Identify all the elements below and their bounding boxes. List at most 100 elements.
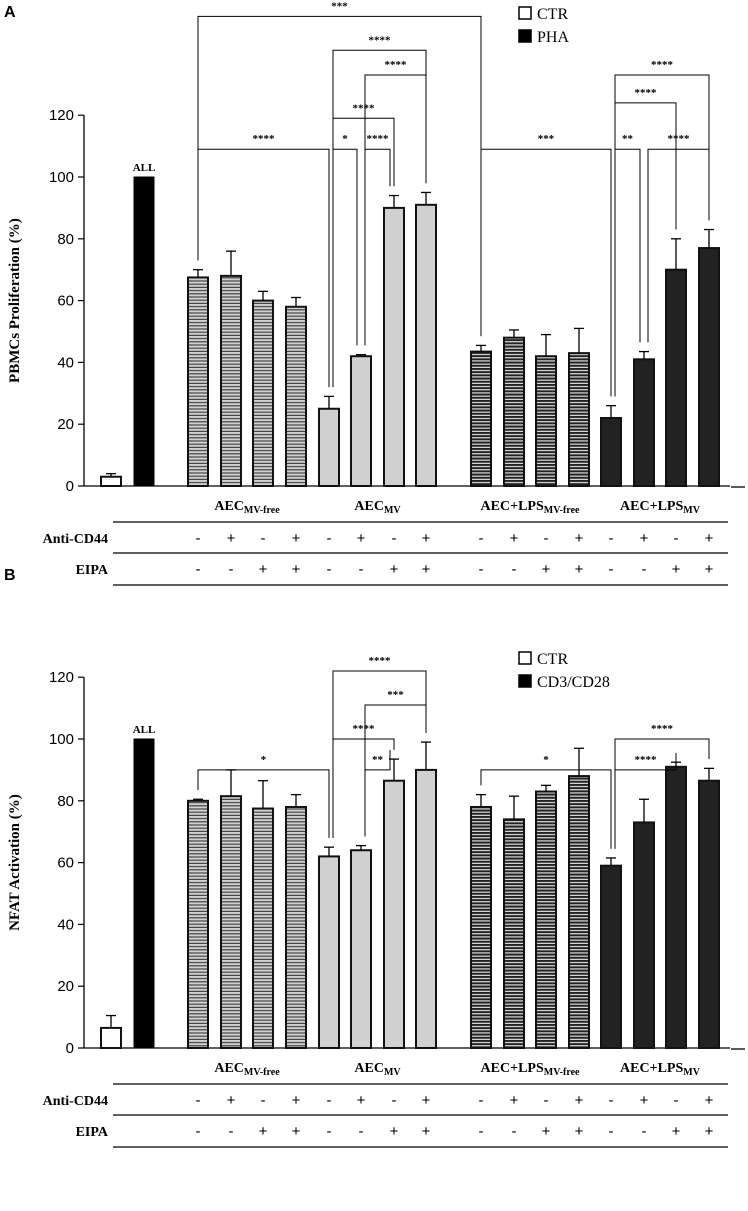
row-label: Anti-CD44 — [43, 1094, 108, 1109]
row-label: EIPA — [76, 563, 109, 578]
group-label: AECMV — [354, 499, 401, 516]
group-subscript: MV-free — [544, 1067, 580, 1078]
y-tick-label: 100 — [49, 731, 74, 748]
bar — [383, 779, 405, 1050]
panel-b: B 0 20 40 60 80 100 120 NFAT Activation (%) CTR CD… — [4, 567, 745, 1148]
y-tick-label: 40 — [57, 354, 74, 371]
minus-sign: - — [196, 561, 201, 578]
minus-sign: - — [327, 530, 332, 547]
group-name: AEC — [354, 499, 384, 514]
y-tick-label: 100 — [49, 169, 74, 186]
group-subscript: MV — [683, 1067, 700, 1078]
bar — [100, 475, 122, 488]
bar — [665, 268, 687, 488]
significance-bracket — [332, 49, 427, 388]
minus-sign: - — [609, 1123, 614, 1140]
significance-label: **** — [668, 133, 691, 145]
minus-sign: - — [229, 1123, 234, 1140]
bar — [133, 176, 155, 487]
bar — [633, 358, 655, 487]
group-subscript: MV — [384, 1067, 401, 1078]
bar — [600, 417, 622, 487]
y-axis-label: PBMCs Proliferation (%) — [7, 218, 23, 383]
bar — [187, 276, 209, 487]
group-name: AEC — [214, 499, 244, 514]
minus-sign: - — [359, 1123, 364, 1140]
y-tick-label: 20 — [57, 978, 74, 995]
bar — [698, 779, 720, 1050]
group-subscript: MV — [683, 505, 700, 516]
plus-sign: + — [510, 530, 519, 547]
bar — [350, 849, 372, 1049]
y-tick-label: 80 — [57, 793, 74, 810]
row-label: Anti-CD44 — [43, 532, 108, 547]
y-tick-label: 60 — [57, 293, 74, 310]
row-label: EIPA — [76, 1125, 109, 1140]
significance-label: **** — [369, 655, 392, 667]
minus-sign: - — [327, 561, 332, 578]
minus-sign: - — [359, 561, 364, 578]
plus-sign: + — [422, 1123, 431, 1140]
plus-sign: + — [575, 1123, 584, 1140]
bar — [100, 1026, 122, 1050]
group-name: AEC+LPS — [481, 499, 544, 514]
group-label: AEC+LPSMV — [620, 499, 701, 516]
significance-bracket — [614, 102, 677, 397]
plus-sign: + — [227, 530, 236, 547]
bar — [220, 274, 242, 487]
plus-sign: + — [542, 561, 551, 578]
significance-label: ** — [372, 754, 384, 766]
group-label: AECMV — [354, 1061, 401, 1078]
bar — [133, 738, 155, 1049]
bar — [285, 305, 307, 487]
plus-sign: + — [575, 1092, 584, 1109]
plus-sign: + — [292, 1123, 301, 1140]
minus-sign: - — [674, 530, 679, 547]
significance-bracket — [614, 738, 710, 849]
bar — [698, 247, 720, 487]
plus-sign: + — [357, 530, 366, 547]
control-label-all: ALL — [133, 162, 156, 174]
minus-sign: - — [327, 1092, 332, 1109]
bar — [415, 203, 437, 487]
minus-sign: - — [609, 561, 614, 578]
legend-swatch — [518, 29, 532, 43]
plus-sign: + — [640, 1092, 649, 1109]
group-subscript: MV — [384, 505, 401, 516]
y-tick-label: 0 — [66, 478, 74, 495]
significance-label: **** — [635, 87, 658, 99]
significance-bracket — [332, 148, 358, 388]
minus-sign: - — [479, 1123, 484, 1140]
minus-sign: - — [479, 561, 484, 578]
bar — [318, 407, 340, 487]
significance-label: **** — [367, 133, 390, 145]
y-tick-label: 60 — [57, 855, 74, 872]
significance-label: *** — [387, 689, 404, 701]
minus-sign: - — [196, 1092, 201, 1109]
plus-sign: + — [575, 561, 584, 578]
significance-label: **** — [651, 723, 674, 735]
panel-label: A — [4, 4, 16, 21]
plus-sign: + — [640, 530, 649, 547]
bar — [568, 352, 590, 487]
plus-sign: + — [259, 561, 268, 578]
minus-sign: - — [642, 1123, 647, 1140]
minus-sign: - — [261, 530, 266, 547]
plus-sign: + — [422, 561, 431, 578]
significance-label: *** — [331, 0, 348, 12]
minus-sign: - — [196, 530, 201, 547]
minus-sign: - — [544, 1092, 549, 1109]
minus-sign: - — [609, 530, 614, 547]
group-subscript: MV-free — [544, 505, 580, 516]
bar — [350, 355, 372, 487]
bar — [220, 795, 242, 1049]
bar — [470, 805, 492, 1049]
bar — [187, 799, 209, 1049]
group-subscript: MV-free — [244, 1067, 280, 1078]
significance-bracket — [614, 74, 710, 397]
significance-label: **** — [253, 133, 276, 145]
legend-swatch — [518, 674, 532, 688]
y-tick-label: 120 — [49, 107, 74, 124]
plus-sign: + — [542, 1123, 551, 1140]
